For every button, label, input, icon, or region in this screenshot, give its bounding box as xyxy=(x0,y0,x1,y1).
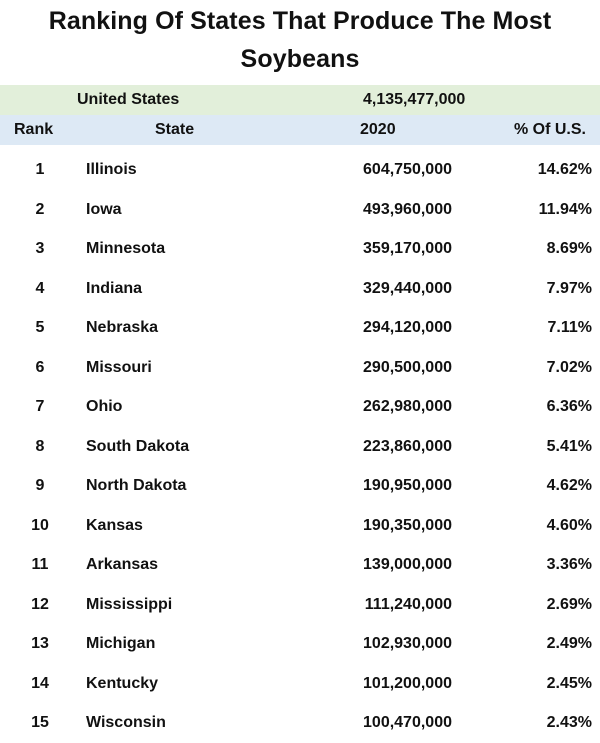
rank-cell: 15 xyxy=(31,714,49,731)
rank-cell: 3 xyxy=(35,240,45,257)
rank-cell: 9 xyxy=(35,477,45,494)
rank-cell: 12 xyxy=(31,595,49,613)
amount-cell: 111,240,000 xyxy=(364,595,452,613)
title-line-2: Soybeans xyxy=(240,45,360,73)
united-states-summary-row: United States 4,135,477,000 xyxy=(0,85,600,115)
table-row: 10 Kansas 190,350,000 4.60% xyxy=(0,506,600,546)
state-cell: Missouri xyxy=(86,358,152,376)
table-header-row: Rank State 2020 % Of U.S. xyxy=(0,115,600,145)
percent-cell: 2.45% xyxy=(546,674,592,692)
percent-cell: 7.11% xyxy=(547,319,592,336)
percent-cell: 14.62% xyxy=(537,161,592,178)
rank-cell: 11 xyxy=(31,556,49,573)
amount-cell: 359,170,000 xyxy=(363,240,452,257)
state-cell: Wisconsin xyxy=(86,714,166,731)
amount-cell: 223,860,000 xyxy=(363,437,452,455)
table-row: 12 Mississippi 111,240,000 2.69% xyxy=(0,585,600,625)
rank-cell: 4 xyxy=(35,279,45,297)
percent-cell: 2.69% xyxy=(546,595,592,613)
percent-cell: 5.41% xyxy=(546,437,592,455)
rank-cell: 8 xyxy=(35,437,45,455)
table-body: 1 Illinois 604,750,000 14.62% 2 Iowa 493… xyxy=(0,150,600,743)
amount-cell: 493,960,000 xyxy=(363,200,452,218)
state-cell: Kentucky xyxy=(86,674,159,692)
percent-cell: 11.94% xyxy=(538,200,592,218)
state-cell: Nebraska xyxy=(86,319,159,336)
table-row: 9 North Dakota 190,950,000 4.62% xyxy=(0,466,600,506)
rank-cell: 14 xyxy=(31,674,49,692)
state-cell: Iowa xyxy=(86,200,122,218)
state-cell: Arkansas xyxy=(86,556,159,573)
rank-cell: 5 xyxy=(35,319,45,336)
table-row: 1 Illinois 604,750,000 14.62% xyxy=(0,150,600,190)
amount-cell: 100,470,000 xyxy=(363,714,452,731)
header-state: State xyxy=(155,121,195,138)
table-row: 13 Michigan 102,930,000 2.49% xyxy=(0,624,600,664)
title-line-1: Ranking Of States That Produce The Most xyxy=(48,7,552,35)
table-row: 11 Arkansas 139,000,000 3.36% xyxy=(0,545,600,585)
percent-cell: 6.36% xyxy=(546,398,592,415)
state-cell: Kansas xyxy=(86,516,143,534)
amount-cell: 190,950,000 xyxy=(363,477,452,494)
amount-cell: 294,120,000 xyxy=(363,319,452,336)
amount-cell: 290,500,000 xyxy=(363,358,452,376)
table-row: 5 Nebraska 294,120,000 7.11% xyxy=(0,308,600,348)
header-rank: Rank xyxy=(14,121,54,138)
amount-cell: 262,980,000 xyxy=(363,398,452,415)
amount-cell: 329,440,000 xyxy=(363,279,452,297)
summary-value: 4,135,477,000 xyxy=(363,91,466,108)
table-row: 8 South Dakota 223,860,000 5.41% xyxy=(0,427,600,467)
state-cell: Minnesota xyxy=(86,240,166,257)
table-row: 14 Kentucky 101,200,000 2.45% xyxy=(0,664,600,704)
rank-cell: 1 xyxy=(35,161,45,178)
state-cell: Ohio xyxy=(86,398,123,415)
amount-cell: 190,350,000 xyxy=(363,516,452,534)
percent-cell: 4.60% xyxy=(546,516,592,534)
percent-cell: 3.36% xyxy=(546,556,592,573)
percent-cell: 8.69% xyxy=(546,240,592,257)
state-cell: South Dakota xyxy=(86,437,190,455)
state-cell: Illinois xyxy=(86,161,137,178)
percent-cell: 4.62% xyxy=(546,477,592,494)
table-row: 3 Minnesota 359,170,000 8.69% xyxy=(0,229,600,269)
table-row: 7 Ohio 262,980,000 6.36% xyxy=(0,387,600,427)
rank-cell: 7 xyxy=(35,398,45,415)
percent-cell: 7.97% xyxy=(546,279,592,297)
rank-cell: 10 xyxy=(31,516,49,534)
table-row: 15 Wisconsin 100,470,000 2.43% xyxy=(0,703,600,743)
summary-label: United States xyxy=(77,91,180,108)
rank-cell: 13 xyxy=(31,635,49,652)
state-cell: Indiana xyxy=(86,279,143,297)
rank-cell: 2 xyxy=(35,200,45,218)
table-row: 2 Iowa 493,960,000 11.94% xyxy=(0,190,600,230)
amount-cell: 604,750,000 xyxy=(363,161,452,178)
state-cell: North Dakota xyxy=(86,477,187,494)
state-cell: Michigan xyxy=(86,635,156,652)
amount-cell: 139,000,000 xyxy=(363,556,452,573)
rank-cell: 6 xyxy=(35,358,45,376)
header-year: 2020 xyxy=(360,121,396,138)
table-row: 4 Indiana 329,440,000 7.97% xyxy=(0,269,600,309)
percent-cell: 7.02% xyxy=(546,358,592,376)
state-cell: Mississippi xyxy=(86,595,173,613)
header-percent: % Of U.S. xyxy=(513,121,586,138)
page-title: Ranking Of States That Produce The Most … xyxy=(0,0,600,84)
percent-cell: 2.43% xyxy=(546,714,592,731)
percent-cell: 2.49% xyxy=(546,635,592,652)
table-row: 6 Missouri 290,500,000 7.02% xyxy=(0,348,600,388)
amount-cell: 101,200,000 xyxy=(363,674,452,692)
amount-cell: 102,930,000 xyxy=(363,635,452,652)
